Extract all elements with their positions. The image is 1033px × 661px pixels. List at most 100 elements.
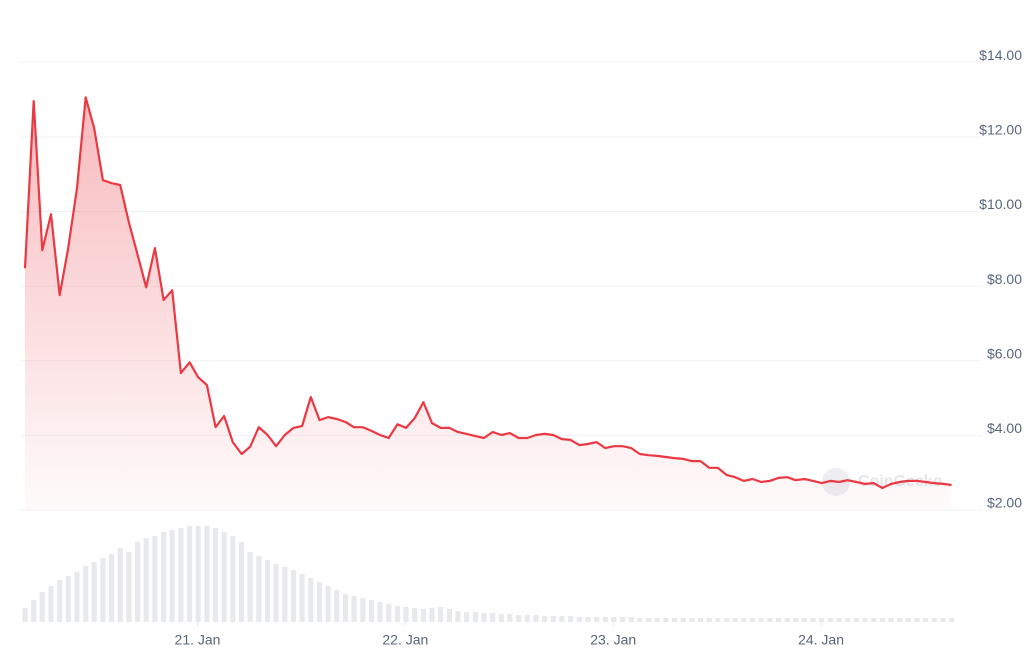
volume-bar (498, 614, 504, 622)
volume-bar (360, 598, 366, 622)
volume-bar (706, 618, 712, 622)
volume-bar (325, 586, 331, 622)
volume-bar (914, 618, 920, 622)
volume-bar (767, 618, 773, 622)
volume-bar (264, 560, 271, 622)
volume-bar (741, 618, 747, 622)
volume-bar (290, 570, 297, 622)
volume-bar (39, 592, 45, 622)
volume-bar (438, 607, 444, 622)
volume-bar (273, 564, 279, 622)
volume-bar (429, 608, 435, 622)
volume-bar (48, 586, 54, 622)
volume-bar (923, 618, 929, 622)
volume-bar (732, 618, 738, 622)
volume-bar (91, 562, 97, 622)
volume-bar (195, 526, 201, 622)
volume-bar (689, 618, 695, 622)
volume-bar (446, 609, 452, 622)
volume-bar (464, 612, 470, 622)
volume-bar (187, 526, 193, 622)
volume-bar (394, 606, 401, 622)
volume-bar (109, 554, 115, 622)
volume-bar (74, 572, 80, 622)
volume-bar (282, 567, 288, 622)
volume-bar (827, 618, 833, 622)
volume-bar (879, 618, 885, 622)
volume-bar (628, 617, 634, 622)
volume-bar (775, 618, 782, 622)
volume-bar (230, 536, 236, 622)
volume-bar (568, 616, 574, 622)
volume-bar (645, 618, 652, 622)
y-tick-label: $14.00 (979, 47, 1022, 63)
volume-bar (819, 618, 825, 622)
x-tick-label: 21. Jan (175, 632, 221, 648)
volume-bar (663, 618, 669, 622)
volume-bar (559, 616, 565, 622)
volume-bar (152, 536, 158, 622)
volume-bar (420, 609, 427, 622)
volume-bar (749, 618, 756, 622)
volume-bar (299, 574, 305, 622)
volume-bar (490, 613, 496, 622)
price-line (23, 96, 952, 490)
volume-bar (472, 612, 478, 622)
y-tick-label: $12.00 (979, 122, 1022, 138)
volume-bar (117, 548, 123, 622)
volume-bar (22, 608, 28, 622)
y-tick-label: $4.00 (987, 420, 1022, 436)
volume-bar (949, 618, 955, 622)
volume-bar (204, 526, 210, 622)
volume-bar (412, 608, 418, 622)
y-tick-label: $8.00 (987, 271, 1022, 287)
volume-bar (31, 600, 37, 622)
volume-bar (481, 613, 487, 622)
y-tick-label: $10.00 (979, 196, 1022, 212)
volume-bar (368, 600, 375, 622)
volume-bar (697, 618, 704, 622)
volume-bar (931, 618, 937, 622)
volume-bar (334, 590, 340, 622)
volume-bar (801, 618, 808, 622)
volume-bar (853, 618, 859, 622)
volume-bar (308, 578, 314, 622)
volume-bar (178, 528, 184, 622)
volume-bar (715, 618, 721, 622)
volume-bar (143, 538, 149, 622)
volume-bar (455, 611, 461, 622)
volume-bar (680, 618, 686, 622)
volume-bar (221, 532, 227, 622)
volume-bar (342, 594, 349, 622)
volume-bar (637, 618, 643, 622)
volume-bar (602, 617, 608, 622)
volume-bar (550, 616, 556, 622)
x-tick-label: 22. Jan (382, 632, 428, 648)
volume-bar (862, 618, 868, 622)
volume-bar (507, 614, 513, 622)
volume-bar (516, 615, 522, 622)
volume-bar (57, 580, 63, 622)
volume-bar (524, 615, 530, 622)
volume-bar (758, 618, 764, 622)
volume-bar (386, 604, 392, 622)
y-tick-label: $2.00 (987, 495, 1022, 511)
volume-bar (871, 618, 877, 622)
volume-bar (247, 552, 253, 622)
volume-bar (671, 618, 678, 622)
volume-bar (65, 576, 71, 622)
volume-bar (940, 618, 946, 622)
volume-bar (619, 617, 626, 622)
volume-bar (161, 532, 167, 622)
x-tick-label: 23. Jan (590, 632, 636, 648)
volume-bar (723, 618, 730, 622)
volume-bar (836, 618, 842, 622)
volume-bar (611, 617, 617, 622)
y-tick-label: $6.00 (987, 345, 1022, 361)
volume-bar (377, 602, 383, 622)
volume-bar (905, 618, 911, 622)
volume-bar (784, 618, 790, 622)
volume-bar (654, 618, 660, 622)
volume-bar (169, 530, 175, 622)
